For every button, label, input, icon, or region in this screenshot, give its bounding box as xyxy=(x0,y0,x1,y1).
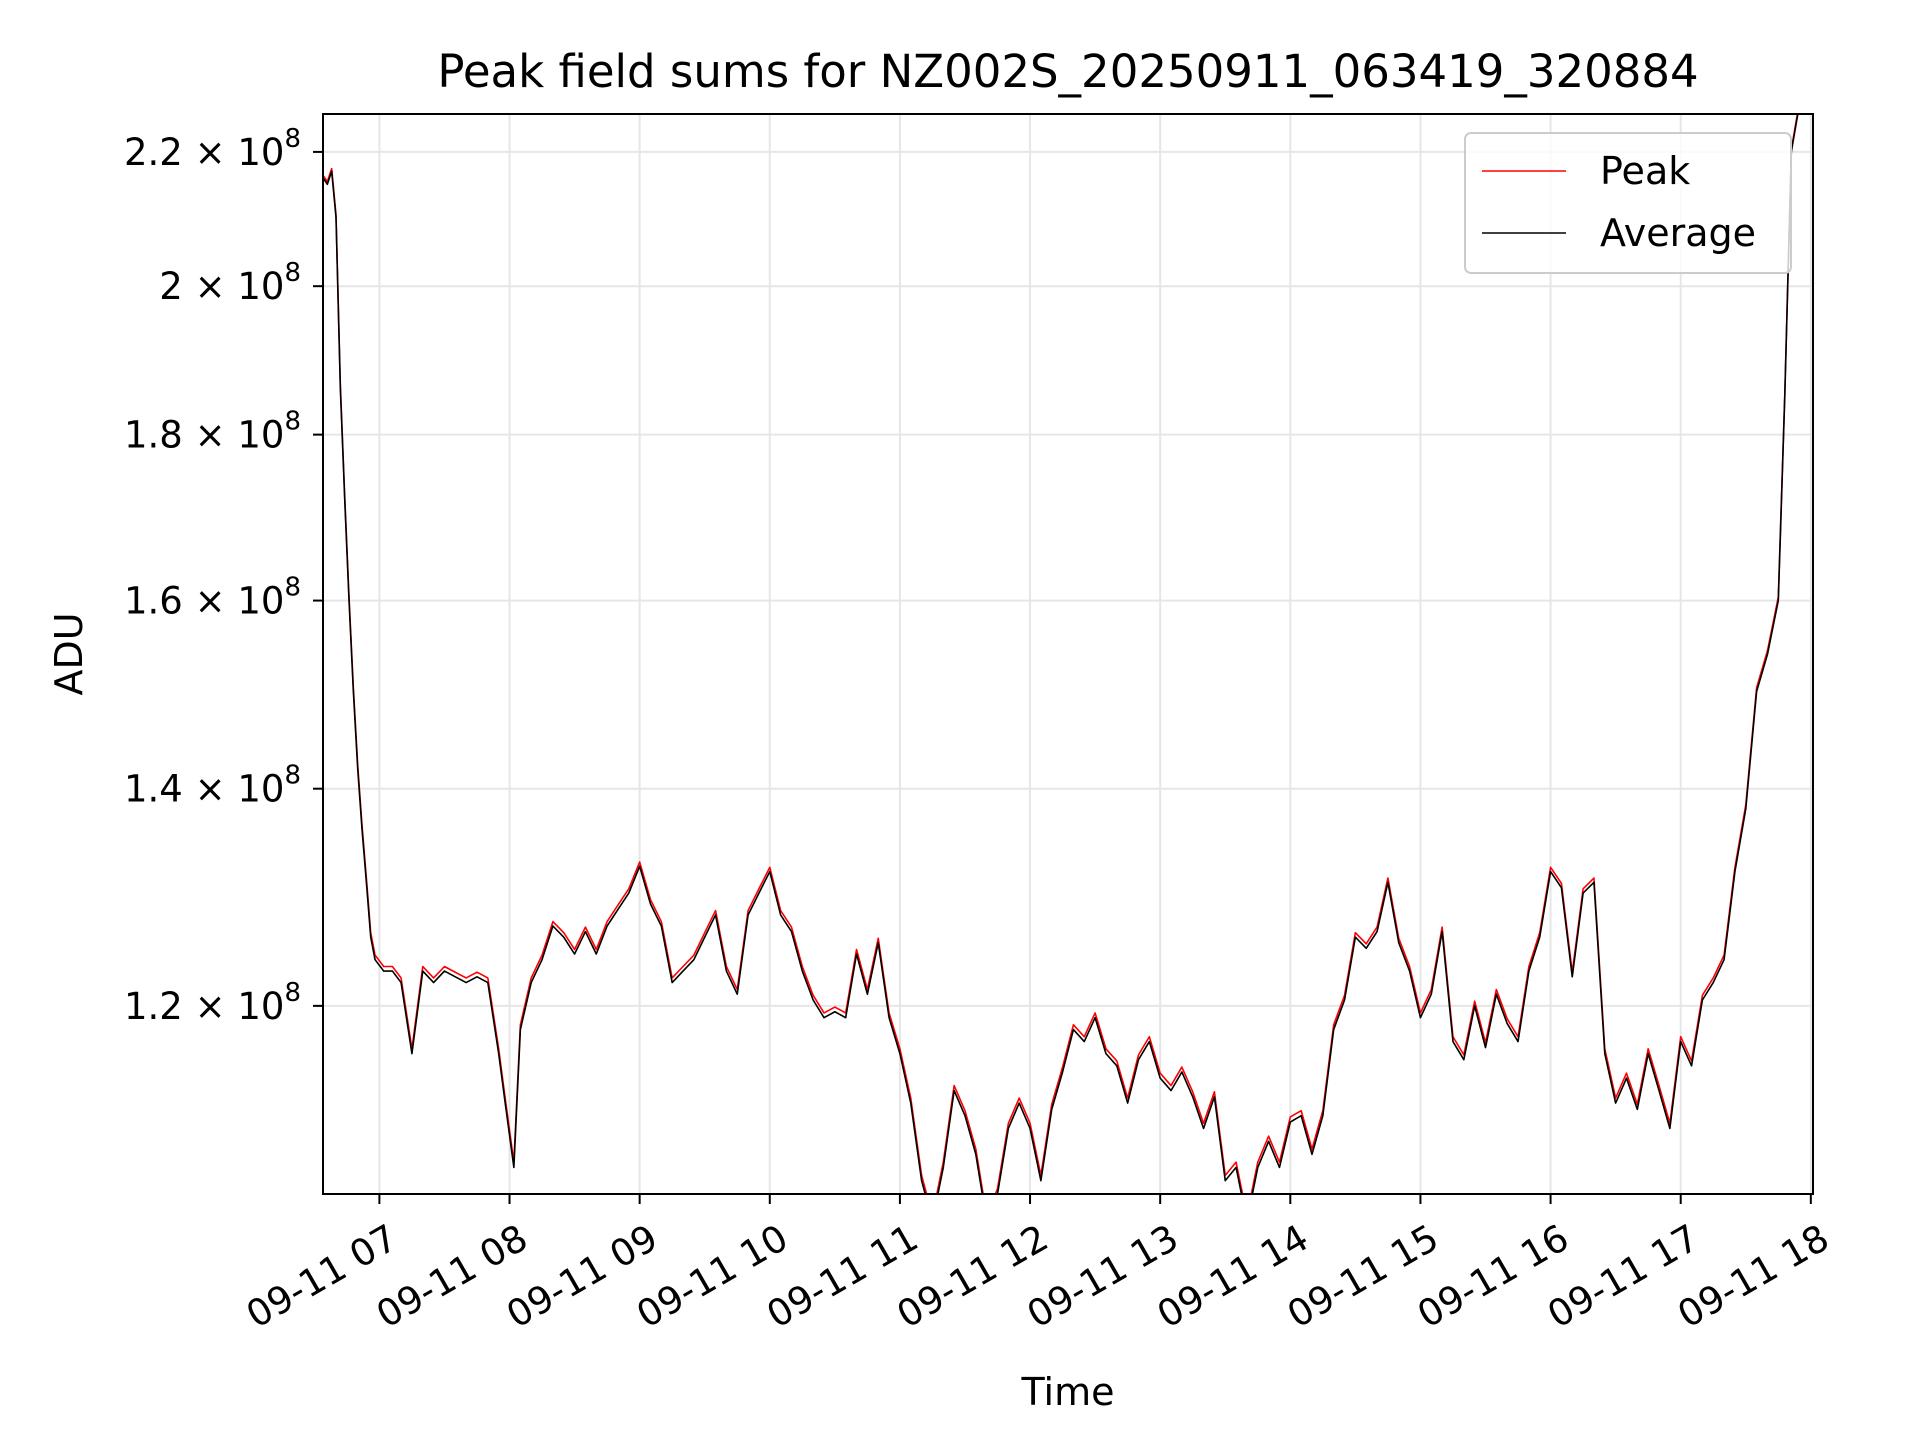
legend-box xyxy=(1464,132,1792,274)
y-tick-label: 2 × 108 xyxy=(159,258,301,308)
y-tick-label: 1.4 × 108 xyxy=(124,761,301,811)
y-tick-label: 1.8 × 108 xyxy=(124,407,301,457)
y-axis-label: ADU xyxy=(47,612,91,695)
chart-title: Peak field sums for NZ002S_20250911_0634… xyxy=(437,45,1698,98)
y-tick-label: 1.6 × 108 xyxy=(124,573,301,623)
y-axis: 1.2 × 108 1.4 × 108 1.6 × 108 1.8 × 108 2 × … xyxy=(124,124,323,1028)
y-tick-label: 2.2 × 108 xyxy=(124,124,301,174)
axes-frame xyxy=(322,113,1814,1195)
legend-peak-label: Peak xyxy=(1600,149,1690,193)
plot-area xyxy=(323,114,1799,1194)
y-tick-label: 1.2 × 108 xyxy=(124,978,301,1028)
grid xyxy=(323,114,1813,1194)
legend[interactable]: Peak Average xyxy=(1464,132,1792,274)
legend-average-label: Average xyxy=(1600,211,1756,255)
series-line-average xyxy=(323,114,1799,1194)
x-axis-label: Time xyxy=(1021,1370,1115,1414)
